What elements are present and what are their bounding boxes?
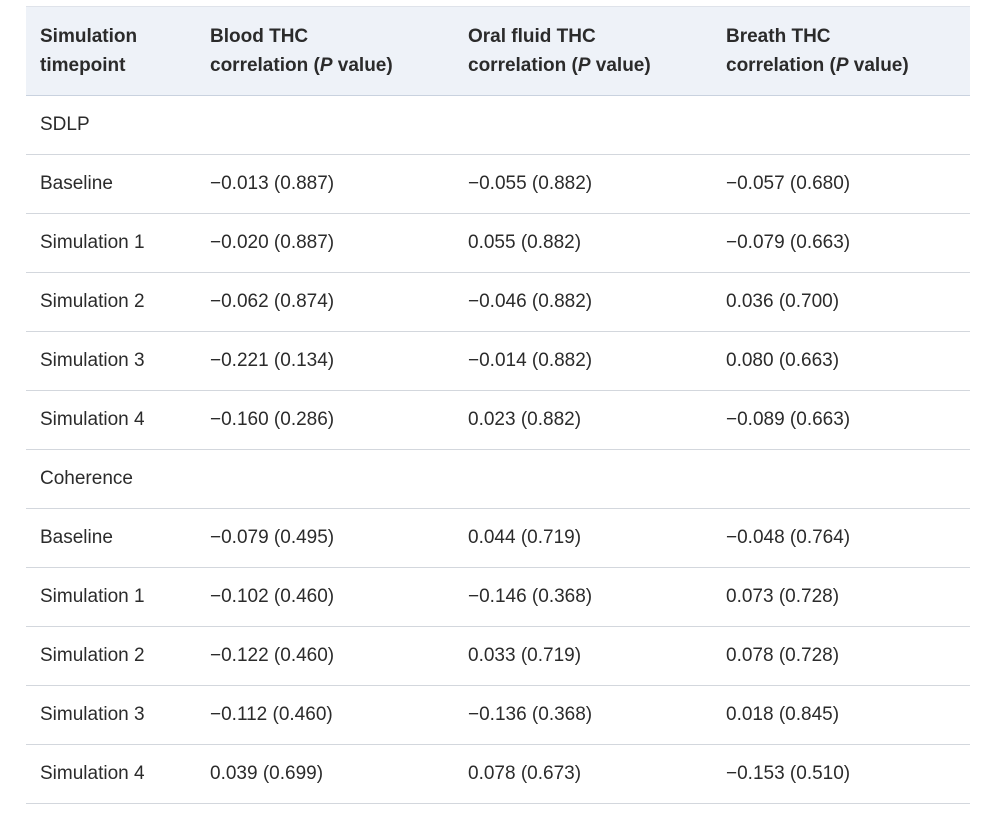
breath-thc-cell: 0.078 (0.728)	[712, 626, 970, 686]
table-cell	[454, 449, 712, 509]
table-row: Simulation 4 −0.160 (0.286) 0.023 (0.882…	[26, 390, 970, 450]
breath-thc-cell: −0.048 (0.764)	[712, 508, 970, 568]
blood-thc-cell: −0.122 (0.460)	[196, 626, 454, 686]
header-row: Simulation timepoint Blood THC correlati…	[26, 6, 970, 96]
table-row: Simulation 1 −0.020 (0.887) 0.055 (0.882…	[26, 213, 970, 273]
timepoint-cell: Simulation 4	[26, 744, 196, 804]
table-row: Simulation 3 −0.112 (0.460) −0.136 (0.36…	[26, 685, 970, 745]
breath-thc-cell: −0.057 (0.680)	[712, 154, 970, 214]
table-row: Simulation 2 −0.062 (0.874) −0.046 (0.88…	[26, 272, 970, 332]
table-row: Simulation 4 0.039 (0.699) 0.078 (0.673)…	[26, 744, 970, 804]
header-line2: correlation (P value)	[726, 51, 970, 80]
oral-fluid-thc-cell: 0.055 (0.882)	[454, 213, 712, 273]
timepoint-cell: Simulation 4	[26, 390, 196, 450]
breath-thc-cell: −0.079 (0.663)	[712, 213, 970, 273]
header-line2-italic: P	[577, 55, 591, 76]
header-line2-italic: P	[319, 55, 333, 76]
header-line2-text: timepoint	[40, 55, 126, 76]
table-row: Simulation 3 −0.221 (0.134) −0.014 (0.88…	[26, 331, 970, 391]
correlation-table: Simulation timepoint Blood THC correlati…	[26, 6, 970, 804]
breath-thc-cell: −0.089 (0.663)	[712, 390, 970, 450]
header-line2: correlation (P value)	[210, 51, 454, 80]
header-line2: timepoint	[40, 51, 196, 80]
header-line2-post: value)	[848, 55, 909, 76]
header-line2-italic: P	[835, 55, 849, 76]
table-header: Simulation timepoint Blood THC correlati…	[26, 6, 970, 96]
table-cell	[454, 95, 712, 155]
blood-thc-cell: −0.221 (0.134)	[196, 331, 454, 391]
header-oral-fluid-thc: Oral fluid THC correlation (P value)	[454, 6, 712, 96]
oral-fluid-thc-cell: 0.078 (0.673)	[454, 744, 712, 804]
oral-fluid-thc-cell: −0.046 (0.882)	[454, 272, 712, 332]
blood-thc-cell: −0.079 (0.495)	[196, 508, 454, 568]
breath-thc-cell: −0.153 (0.510)	[712, 744, 970, 804]
blood-thc-cell: −0.062 (0.874)	[196, 272, 454, 332]
blood-thc-cell: 0.039 (0.699)	[196, 744, 454, 804]
blood-thc-cell: −0.013 (0.887)	[196, 154, 454, 214]
header-simulation-timepoint: Simulation timepoint	[26, 6, 196, 96]
header-line2-post: value)	[332, 55, 393, 76]
timepoint-cell: Baseline	[26, 154, 196, 214]
timepoint-cell: Simulation 2	[26, 272, 196, 332]
header-line1: Simulation	[40, 26, 138, 47]
oral-fluid-thc-cell: −0.136 (0.368)	[454, 685, 712, 745]
timepoint-cell: Baseline	[26, 508, 196, 568]
blood-thc-cell: −0.102 (0.460)	[196, 567, 454, 627]
breath-thc-cell: 0.018 (0.845)	[712, 685, 970, 745]
table-body: SDLP Baseline −0.013 (0.887) −0.055 (0.8…	[26, 95, 970, 804]
timepoint-cell: Simulation 2	[26, 626, 196, 686]
section-row-sdlp: SDLP	[26, 95, 970, 155]
section-label: SDLP	[26, 95, 196, 155]
table-cell	[712, 449, 970, 509]
breath-thc-cell: 0.080 (0.663)	[712, 331, 970, 391]
table-row: Baseline −0.013 (0.887) −0.055 (0.882) −…	[26, 154, 970, 214]
section-label: Coherence	[26, 449, 196, 509]
timepoint-cell: Simulation 1	[26, 567, 196, 627]
header-line1: Oral fluid THC	[468, 26, 596, 47]
oral-fluid-thc-cell: −0.014 (0.882)	[454, 331, 712, 391]
blood-thc-cell: −0.020 (0.887)	[196, 213, 454, 273]
oral-fluid-thc-cell: −0.055 (0.882)	[454, 154, 712, 214]
header-line2: correlation (P value)	[468, 51, 712, 80]
oral-fluid-thc-cell: 0.023 (0.882)	[454, 390, 712, 450]
timepoint-cell: Simulation 3	[26, 331, 196, 391]
oral-fluid-thc-cell: 0.033 (0.719)	[454, 626, 712, 686]
timepoint-cell: Simulation 1	[26, 213, 196, 273]
table-row: Simulation 1 −0.102 (0.460) −0.146 (0.36…	[26, 567, 970, 627]
breath-thc-cell: 0.073 (0.728)	[712, 567, 970, 627]
table-cell	[196, 95, 454, 155]
header-blood-thc: Blood THC correlation (P value)	[196, 6, 454, 96]
table-row: Simulation 2 −0.122 (0.460) 0.033 (0.719…	[26, 626, 970, 686]
table-cell	[712, 95, 970, 155]
blood-thc-cell: −0.160 (0.286)	[196, 390, 454, 450]
header-line1: Breath THC	[726, 26, 831, 47]
oral-fluid-thc-cell: 0.044 (0.719)	[454, 508, 712, 568]
header-line2-pre: correlation (	[726, 55, 836, 76]
timepoint-cell: Simulation 3	[26, 685, 196, 745]
oral-fluid-thc-cell: −0.146 (0.368)	[454, 567, 712, 627]
section-row-coherence: Coherence	[26, 449, 970, 509]
header-line2-post: value)	[590, 55, 651, 76]
table-cell	[196, 449, 454, 509]
header-line2-pre: correlation (	[210, 55, 320, 76]
header-line1: Blood THC	[210, 26, 309, 47]
header-breath-thc: Breath THC correlation (P value)	[712, 6, 970, 96]
table-row: Baseline −0.079 (0.495) 0.044 (0.719) −0…	[26, 508, 970, 568]
header-line2-pre: correlation (	[468, 55, 578, 76]
breath-thc-cell: 0.036 (0.700)	[712, 272, 970, 332]
blood-thc-cell: −0.112 (0.460)	[196, 685, 454, 745]
correlation-table-container: Simulation timepoint Blood THC correlati…	[26, 6, 970, 804]
